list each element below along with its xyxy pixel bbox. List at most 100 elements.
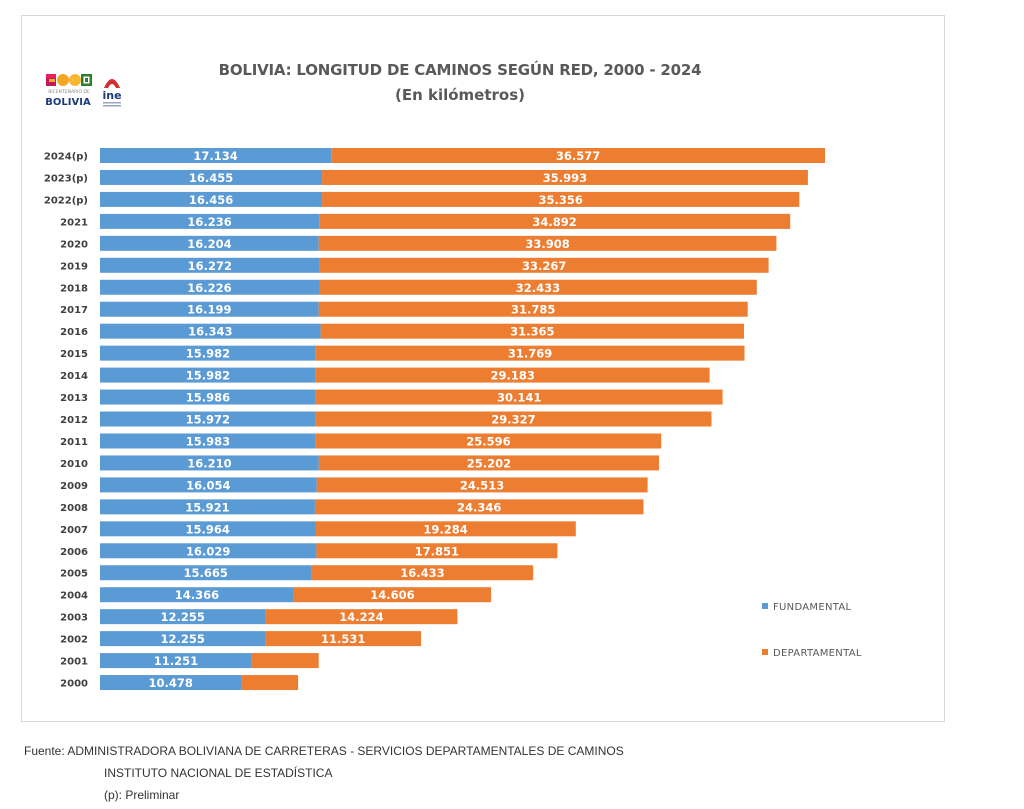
category-label: 2015 bbox=[60, 349, 88, 360]
data-label-departamental: 24.346 bbox=[457, 500, 501, 514]
category-label: 2010 bbox=[60, 459, 88, 470]
bar-departamental bbox=[319, 257, 769, 273]
bar-fundamental bbox=[100, 609, 266, 625]
data-label-fundamental: 16.199 bbox=[187, 303, 231, 317]
chart-title: BOLIVIA: LONGITUD DE CAMINOS SEGÚN RED, … bbox=[218, 61, 702, 79]
data-label-fundamental: 16.210 bbox=[187, 456, 231, 470]
data-label-departamental: 14.224 bbox=[339, 610, 383, 624]
data-label-fundamental: 15.972 bbox=[186, 413, 230, 427]
category-label: 2023(p) bbox=[44, 173, 88, 184]
data-label-departamental: 32.433 bbox=[516, 281, 560, 295]
category-label: 2008 bbox=[60, 503, 88, 514]
bar-departamental bbox=[265, 609, 458, 625]
bar-departamental bbox=[314, 499, 644, 515]
bar-departamental bbox=[316, 543, 558, 559]
data-label-departamental: 31.785 bbox=[511, 303, 555, 317]
source-line-1: Fuente: ADMINISTRADORA BOLIVIANA DE CARR… bbox=[24, 744, 624, 758]
category-label: 2003 bbox=[60, 613, 88, 624]
footer-notes: Fuente: ADMINISTRADORA BOLIVIANA DE CARR… bbox=[24, 740, 624, 806]
category-label: 2007 bbox=[60, 525, 88, 536]
bar-fundamental bbox=[100, 148, 332, 163]
bar-departamental bbox=[315, 433, 662, 449]
bar-fundamental bbox=[100, 213, 320, 229]
bar-fundamental bbox=[100, 433, 316, 449]
ine-logo: ine bbox=[100, 72, 124, 108]
bar-fundamental bbox=[100, 455, 319, 471]
bar-fundamental bbox=[100, 345, 316, 361]
bicentenario-logo-icon: BICENTENARIO DE BOLIVIA bbox=[45, 74, 92, 108]
data-label-fundamental: 12.255 bbox=[161, 632, 205, 646]
data-label-fundamental: 16.236 bbox=[187, 215, 231, 229]
category-label: 2016 bbox=[60, 327, 88, 338]
bar-departamental bbox=[318, 235, 777, 251]
data-label-departamental: 30.141 bbox=[497, 391, 541, 405]
category-label: 2014 bbox=[60, 371, 88, 382]
category-label: 2004 bbox=[60, 591, 88, 602]
bar-fundamental bbox=[100, 323, 321, 339]
data-label-departamental: 17.851 bbox=[415, 544, 459, 558]
data-label-departamental: 31.769 bbox=[508, 347, 552, 361]
bar-fundamental bbox=[100, 653, 252, 669]
bar-fundamental bbox=[100, 389, 316, 405]
bicentenario-logo-title: BOLIVIA bbox=[45, 97, 91, 108]
bar-fundamental bbox=[100, 631, 266, 647]
data-label-fundamental: 16.226 bbox=[187, 281, 231, 295]
bar-fundamental bbox=[100, 477, 317, 493]
data-label-departamental: 33.908 bbox=[525, 237, 569, 251]
data-label-fundamental: 16.029 bbox=[186, 544, 230, 558]
bars-group: 17.134 36.577 16.455 35.993 16.456 35.356 16.2… bbox=[100, 148, 825, 691]
data-label-fundamental: 15.983 bbox=[186, 434, 230, 448]
bar-departamental bbox=[322, 169, 808, 185]
bicentenario-logo: BICENTENARIO DE BOLIVIA bbox=[44, 72, 94, 108]
bar-fundamental bbox=[100, 521, 316, 537]
category-label: 2017 bbox=[60, 305, 88, 316]
bar-fundamental bbox=[100, 169, 323, 185]
data-label-departamental: 19.284 bbox=[423, 522, 467, 536]
category-label: 2001 bbox=[60, 657, 88, 668]
bar-departamental bbox=[315, 345, 745, 361]
bar-fundamental bbox=[100, 367, 316, 383]
legend-label-fundamental: FUNDAMENTAL bbox=[773, 602, 852, 613]
bar-fundamental bbox=[100, 675, 242, 691]
bar-departamental bbox=[293, 587, 492, 603]
data-label-fundamental: 15.982 bbox=[186, 347, 230, 361]
data-label-departamental: 25.596 bbox=[466, 434, 510, 448]
data-label-departamental: 33.267 bbox=[522, 259, 566, 273]
data-label-departamental: 25.202 bbox=[467, 456, 511, 470]
legend-swatch-departamental bbox=[762, 649, 768, 655]
bar-fundamental bbox=[100, 543, 317, 559]
category-labels-group: 2024(p) 2023(p) 2022(p) 2021 2020 2019 2018 201… bbox=[44, 152, 88, 690]
bar-departamental bbox=[320, 323, 744, 339]
category-label: 2009 bbox=[60, 481, 88, 492]
data-label-fundamental: 16.204 bbox=[187, 237, 231, 251]
bar-departamental bbox=[311, 565, 534, 581]
category-label: 2012 bbox=[60, 415, 88, 426]
bar-departamental bbox=[322, 191, 800, 207]
category-label: 2006 bbox=[60, 547, 88, 558]
bar-departamental bbox=[331, 148, 825, 163]
data-label-fundamental: 15.964 bbox=[186, 522, 230, 536]
data-label-departamental: 35.993 bbox=[543, 171, 587, 185]
data-label-fundamental: 12.255 bbox=[161, 610, 205, 624]
data-label-departamental: 29.327 bbox=[491, 413, 535, 427]
category-label: 2018 bbox=[60, 283, 88, 294]
bar-departamental bbox=[315, 389, 723, 405]
data-label-departamental: 35.356 bbox=[539, 193, 583, 207]
bar-departamental bbox=[241, 675, 299, 691]
category-label: 2022(p) bbox=[44, 195, 88, 206]
data-label-departamental: 31.365 bbox=[510, 325, 554, 339]
bar-fundamental bbox=[100, 301, 319, 317]
data-label-fundamental: 16.272 bbox=[188, 259, 232, 273]
category-label: 2002 bbox=[60, 635, 88, 646]
data-label-departamental: 14.606 bbox=[370, 588, 414, 602]
data-label-fundamental: 15.921 bbox=[185, 500, 229, 514]
category-label: 2000 bbox=[60, 679, 88, 690]
legend-label-departamental: DEPARTAMENTAL bbox=[773, 648, 862, 659]
data-label-fundamental: 15.665 bbox=[184, 566, 228, 580]
category-label: 2019 bbox=[60, 261, 88, 272]
bar-fundamental bbox=[100, 587, 294, 603]
category-label: 2013 bbox=[60, 393, 88, 404]
bar-departamental bbox=[318, 455, 659, 471]
bar-departamental bbox=[319, 213, 791, 229]
